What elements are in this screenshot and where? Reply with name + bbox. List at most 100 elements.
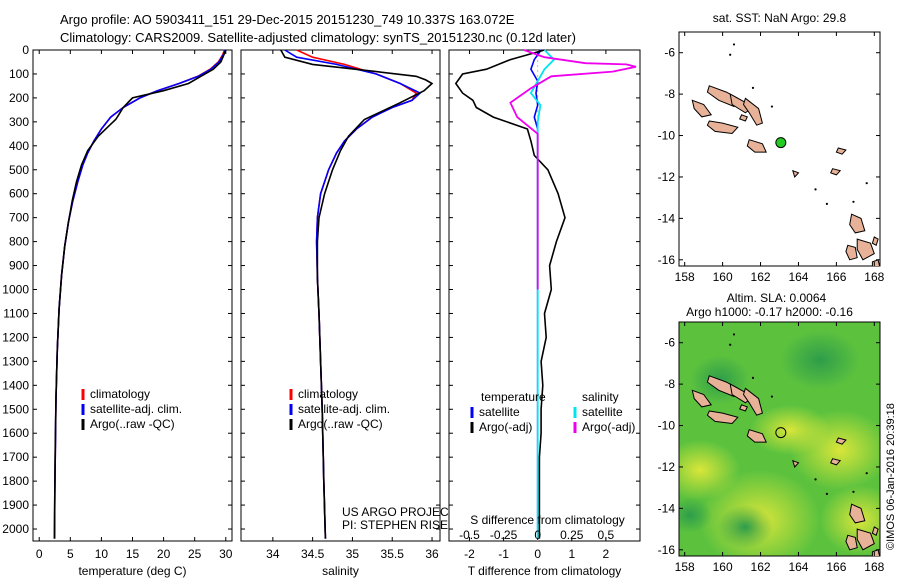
depth-tick-label: 600	[9, 187, 29, 201]
island	[746, 139, 767, 153]
islet	[770, 395, 774, 398]
legend-title-temperature: temperature	[481, 390, 546, 404]
plot-frame-difference	[448, 49, 641, 542]
map-x-tick-label: 168	[864, 270, 884, 284]
island	[835, 437, 847, 445]
depth-tick-label: 2000	[2, 522, 29, 536]
island	[739, 404, 748, 412]
x-tick-label: 2	[603, 547, 610, 561]
depth-tick-label: 1900	[2, 498, 29, 512]
x-tick-label: 34	[266, 547, 280, 561]
plot-frame-salinity	[240, 49, 441, 542]
map-y-tick-label: -12	[658, 170, 676, 184]
depth-tick-label: 900	[9, 259, 29, 273]
x-tick-label-s: -0.5	[459, 528, 480, 542]
legend-label: climatology	[90, 387, 150, 401]
x-axis-label: T difference from climatology	[468, 564, 622, 578]
islet	[732, 43, 736, 46]
salinity-annotation: US ARGO PROJECT	[342, 505, 457, 519]
map-title-line2: Argo h1000: -0.17 h2000: -0.16	[686, 305, 853, 319]
islet	[770, 105, 774, 108]
island	[835, 147, 847, 155]
depth-tick-label: 100	[9, 67, 29, 81]
x-tick-label: 35	[346, 547, 360, 561]
x-tick-label: 1	[568, 547, 575, 561]
x-tick-label: 10	[95, 547, 109, 561]
map-x-tick-label: 160	[713, 270, 733, 284]
islet	[729, 343, 732, 346]
map-title: sat. SST: NaN Argo: 29.8	[713, 11, 847, 25]
map-y-tick-label: -8	[664, 87, 675, 101]
map-x-tick-label: 164	[788, 270, 808, 284]
island	[871, 549, 880, 556]
islet	[751, 86, 755, 90]
depth-tick-label: 700	[9, 211, 29, 225]
x-tick-label: 25	[188, 547, 202, 561]
islet	[751, 376, 755, 380]
island	[845, 534, 858, 551]
x-tick-label-s: 0.25	[560, 528, 584, 542]
depth-tick-label: 1600	[2, 426, 29, 440]
legend-label: climatology	[298, 387, 358, 401]
islet	[814, 478, 817, 481]
legend-label: Argo(-adj)	[479, 420, 532, 434]
sla-field	[679, 322, 880, 556]
depth-tick-label: 1200	[2, 330, 29, 344]
legend-label: satellite-adj. clim.	[90, 402, 182, 416]
islet	[732, 333, 736, 336]
map-land-sst_map	[691, 43, 880, 266]
map-y-tick-label: -16	[658, 543, 676, 557]
x-tick-label: 35.5	[381, 547, 405, 561]
island	[856, 528, 875, 551]
map-y-tick-label: -14	[658, 501, 676, 515]
map-x-tick-label: 164	[788, 560, 808, 574]
x-tick-label-s: 0	[534, 528, 541, 542]
sla-blob-high	[750, 405, 830, 455]
salinity-annotation: PI: STEPHEN RISER	[342, 518, 457, 532]
map-y-tick-label: -16	[658, 253, 676, 267]
x-tick-label: 36	[425, 547, 439, 561]
depth-tick-label: 800	[9, 235, 29, 249]
islet	[852, 490, 855, 493]
islet	[825, 202, 829, 205]
x-tick-label-s: -0.25	[490, 528, 518, 542]
legend-label: Argo(-adj)	[582, 420, 635, 434]
sla-blob-low	[780, 330, 860, 390]
depth-tick-label: 1800	[2, 474, 29, 488]
map-frame-sla_map	[678, 321, 881, 557]
legend-label: satellite-adj. clim.	[298, 402, 390, 416]
island	[830, 458, 842, 466]
island	[739, 114, 748, 122]
map-y-tick-label: -6	[664, 336, 675, 350]
legend-title-salinity: salinity	[582, 390, 619, 404]
depth-tick-label: 400	[9, 139, 29, 153]
island	[706, 85, 739, 108]
map-title-line1: Altim. SLA: 0.0064	[727, 291, 827, 305]
header-line-2: Climatology: CARS2009. Satellite-adjuste…	[60, 30, 576, 45]
island	[746, 429, 767, 443]
map-x-tick-label: 162	[751, 560, 771, 574]
x-tick-label: 0	[36, 547, 43, 561]
map-x-tick-label: 166	[826, 270, 846, 284]
island	[871, 526, 879, 537]
x-axis-label: salinity	[322, 564, 359, 578]
island	[706, 410, 739, 425]
sla-blob-low	[717, 505, 773, 549]
depth-tick-label: 0	[22, 43, 29, 57]
island	[871, 259, 880, 266]
map-y-tick-label: -6	[664, 46, 675, 60]
depth-tick-label: 200	[9, 91, 29, 105]
island	[792, 459, 800, 468]
island	[742, 387, 763, 416]
map-y-tick-label: -8	[664, 377, 675, 391]
series-line-difference-3	[509, 49, 637, 290]
island	[845, 244, 858, 261]
map-land-sla_map	[691, 333, 880, 556]
series-line-difference-1	[454, 49, 566, 539]
x-tick-label: 20	[157, 547, 171, 561]
sla-blob-low	[679, 497, 712, 533]
map-y-tick-label: -10	[658, 419, 676, 433]
credit-label: ©IMOS 06-Jan-2016 20:39:18	[885, 403, 897, 550]
depth-tick-label: 500	[9, 163, 29, 177]
